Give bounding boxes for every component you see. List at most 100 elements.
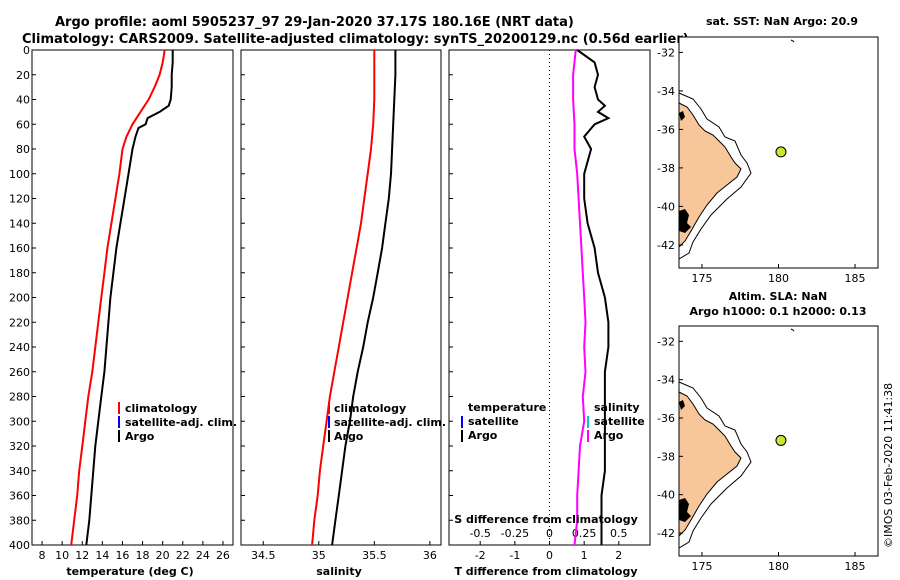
depth-tick-label: 0 xyxy=(23,44,30,57)
sst-map-panel: sat. SST: NaN Argo: 20.9 175 180 185 -32 -34… xyxy=(657,15,879,285)
temperature-axis-ticks: 8 10 12 14 16 18 20 22 24 26 xyxy=(39,541,230,562)
map-lat-label: -40 xyxy=(657,489,675,502)
legend-s-argo-label: Argo xyxy=(594,429,624,442)
small-island xyxy=(790,39,795,43)
map-lat-label: -36 xyxy=(657,412,675,425)
legend-s-satellite-label: satellite xyxy=(594,415,645,428)
depth-tick-label: 240 xyxy=(9,341,30,354)
map-lat-label: -32 xyxy=(657,335,675,348)
depth-tick-label: 20 xyxy=(16,69,30,82)
x-tick-label: 12 xyxy=(75,549,89,562)
temperature-legend: climatology satellite-adj. clim. Argo xyxy=(118,402,237,443)
legend-temperature-title: temperature xyxy=(468,401,546,414)
x-tick-label: 26 xyxy=(216,549,230,562)
secondary-x-tick-label: -0.5 xyxy=(469,527,490,540)
difference-legend-temperature: temperature satellite Argo xyxy=(461,401,546,442)
map-lat-label: -36 xyxy=(657,123,675,136)
temperature-argo-line xyxy=(576,49,611,545)
legend-t-satellite-label: satellite xyxy=(468,415,519,428)
secondary-x-tick-label: 0.5 xyxy=(610,527,628,540)
depth-tick-label: 280 xyxy=(9,391,30,404)
difference-series xyxy=(572,49,611,546)
salinity-axis-label: salinity xyxy=(316,565,362,578)
map-lon-label: 175 xyxy=(691,272,712,285)
x-tick-label: 2 xyxy=(615,549,622,562)
argo-float-marker xyxy=(775,434,787,446)
depth-tick-label: 360 xyxy=(9,490,30,503)
map-lat-label: -42 xyxy=(657,527,675,540)
argo-float-marker xyxy=(775,146,787,158)
legend-satellite-label: satellite-adj. clim. xyxy=(334,416,446,429)
coast-detail-2 xyxy=(679,111,685,121)
map-lon-label: 185 xyxy=(845,560,866,573)
secondary-x-tick-label: -0.25 xyxy=(501,527,529,540)
depth-tick-label: 220 xyxy=(9,316,30,329)
temperature-panel: 0 20 40 60 80 100 120 140 160 180 200 220 240 260 280 3… xyxy=(9,44,237,578)
temperature-series xyxy=(70,49,174,546)
map-lat-label: -40 xyxy=(657,200,675,213)
map-lon-label: 180 xyxy=(768,560,789,573)
legend-satellite-label: satellite-adj. clim. xyxy=(125,416,237,429)
small-island xyxy=(790,328,795,332)
depth-tick-label: 260 xyxy=(9,366,30,379)
depth-tick-label: 120 xyxy=(9,193,30,206)
depth-tick-label: 60 xyxy=(16,118,30,131)
depth-tick-label: 40 xyxy=(16,94,30,107)
x-tick-label: 24 xyxy=(196,549,210,562)
sla-map-panel: Altim. SLA: NaN Argo h1000: 0.1 h2000: 0… xyxy=(657,290,879,573)
climatology-line xyxy=(311,50,376,546)
map-lat-label: -32 xyxy=(657,46,675,59)
imos-timestamp: ©IMOS 03-Feb-2020 11:41:38 xyxy=(882,383,895,548)
x-tick-label: 34.5 xyxy=(251,549,276,562)
difference-legend-salinity: salinity satellite Argo xyxy=(587,401,645,442)
depth-tick-label: 320 xyxy=(9,440,30,453)
depth-tick-label: 100 xyxy=(9,168,30,181)
north-island-land xyxy=(678,102,742,249)
depth-tick-label: 160 xyxy=(9,242,30,255)
north-island-land xyxy=(678,391,742,538)
salinity-axis-ticks: 34.5 35 35.5 36 xyxy=(241,49,437,562)
depth-axis-ticks: 0 20 40 60 80 100 120 140 160 180 200 220 240 260 280 3… xyxy=(9,44,36,552)
depth-tick-label: 400 xyxy=(9,539,30,552)
coast-detail-2 xyxy=(679,400,685,410)
sla-map-coastline xyxy=(678,328,795,549)
legend-argo-label: Argo xyxy=(125,430,155,443)
x-tick-label: 35 xyxy=(312,549,326,562)
salinity-legend: climatology satellite-adj. clim. Argo xyxy=(328,402,446,443)
salinity-series xyxy=(311,50,397,546)
x-tick-label: 36 xyxy=(423,549,437,562)
t-difference-axis-ticks: -2 -1 0 1 2 xyxy=(449,49,622,562)
x-tick-label: -2 xyxy=(475,549,486,562)
secondary-x-tick-label: 0.25 xyxy=(572,527,597,540)
map-lat-label: -38 xyxy=(657,450,675,463)
s-difference-axis-label: S difference from climatology xyxy=(454,513,638,526)
x-tick-label: 16 xyxy=(115,549,129,562)
depth-tick-label: 380 xyxy=(9,514,30,527)
salinity-panel: 34.5 35 35.5 36 salinity climatology satell… xyxy=(240,49,446,578)
legend-salinity-title: salinity xyxy=(594,401,640,414)
x-tick-label: 0 xyxy=(546,549,553,562)
x-tick-label: 18 xyxy=(136,549,150,562)
depth-tick-label: 200 xyxy=(9,292,30,305)
temperature-axis-label: temperature (deg C) xyxy=(66,565,193,578)
sst-map-ticks: 175 180 185 -32 -34 -36 -38 -40 -42 xyxy=(657,46,866,285)
x-tick-label: 10 xyxy=(55,549,69,562)
map-lat-label: -38 xyxy=(657,162,675,175)
difference-panel: -2 -1 0 1 2 -0.5 -0.25 0 0.25 0.5 S difference f… xyxy=(448,49,651,578)
secondary-x-tick-label: 0 xyxy=(546,527,553,540)
x-tick-label: 8 xyxy=(39,549,46,562)
figure-title-line2: Climatology: CARS2009. Satellite-adjuste… xyxy=(22,32,689,47)
x-tick-label: 35.5 xyxy=(362,549,387,562)
map-lat-label: -42 xyxy=(657,239,675,252)
sla-map-ticks: 175 180 185 -32 -34 -36 -38 -40 -42 xyxy=(657,335,866,573)
map-lon-label: 180 xyxy=(768,272,789,285)
salinity-argo-line xyxy=(572,49,587,546)
sst-map-title: sat. SST: NaN Argo: 20.9 xyxy=(706,15,858,28)
figure-title-line1: Argo profile: aoml 5905237_97 29-Jan-202… xyxy=(55,15,574,30)
map-lat-label: -34 xyxy=(657,374,675,387)
legend-argo-label: Argo xyxy=(334,430,364,443)
legend-t-argo-label: Argo xyxy=(468,429,498,442)
map-lon-label: 185 xyxy=(845,272,866,285)
legend-climatology-label: climatology xyxy=(334,402,406,415)
